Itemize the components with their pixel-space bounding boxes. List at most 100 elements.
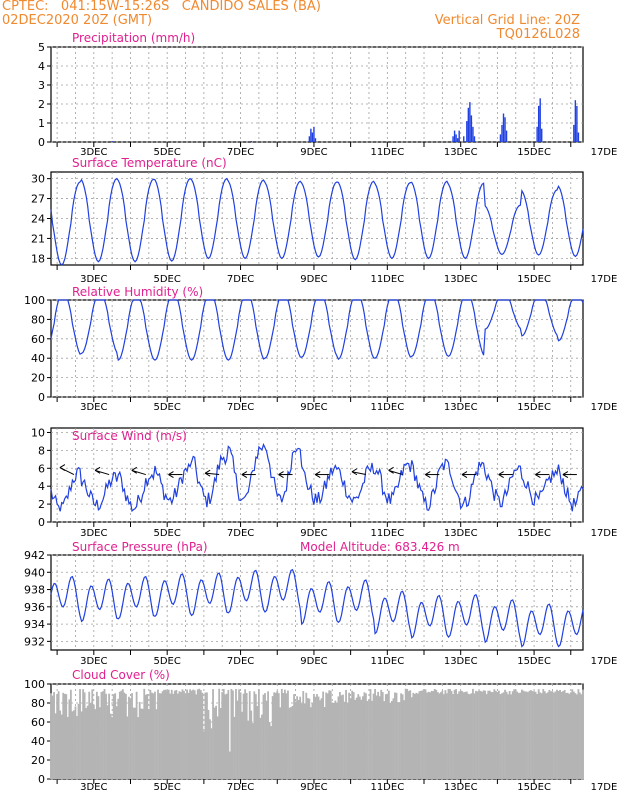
x-tick-label: 13DEC — [444, 782, 478, 793]
cloud-bar — [117, 698, 120, 779]
cloud-bar — [380, 689, 383, 779]
x-tick-label: 11DEC — [370, 782, 404, 793]
cloud-bar — [435, 689, 438, 779]
x-tick-label: 3DEC — [80, 782, 107, 793]
cloud-bar — [400, 693, 402, 779]
wind-arrow-shaft — [351, 471, 367, 476]
x-tick-label: 9DEC — [300, 528, 327, 539]
cloud-bar — [288, 707, 291, 779]
precip-bar — [453, 130, 456, 142]
series-line — [50, 442, 584, 513]
precip-bar — [466, 121, 468, 142]
cloud-bar — [239, 692, 242, 779]
cloud-bar — [375, 695, 378, 779]
precip-bar — [313, 126, 315, 142]
cloud-bar — [389, 702, 392, 779]
cloud-bar — [54, 713, 57, 779]
y-tick-label: 2 — [38, 98, 45, 111]
cloud-bar — [556, 689, 558, 779]
cloud-bar — [282, 692, 285, 779]
cloud-bar — [420, 690, 422, 779]
cloud-bar — [371, 700, 373, 779]
cloud-bar — [446, 693, 448, 779]
cloud-bar — [499, 694, 502, 779]
x-tick-label: 7DEC — [227, 147, 254, 158]
x-tick-label: 3DEC — [80, 656, 107, 667]
cloud-bar — [141, 708, 144, 779]
cloud-bar — [300, 703, 303, 779]
cloud-bar — [533, 691, 535, 779]
cloud-bar — [111, 717, 114, 779]
cloud-bar — [146, 694, 149, 779]
cloud-bar — [508, 691, 511, 779]
cloud-bar — [51, 695, 54, 779]
panel-title: Surface Wind (m/s) — [72, 429, 187, 443]
cloud-bar — [106, 705, 109, 779]
cloud-bar — [193, 690, 196, 779]
wind-arrow-head — [131, 466, 138, 474]
cloud-bar — [169, 693, 172, 779]
cloud-bar — [395, 692, 398, 779]
cloud-bar — [424, 689, 427, 779]
cloud-bar — [224, 694, 227, 779]
cloud-bar — [121, 689, 124, 779]
cloud-bar — [71, 711, 74, 779]
cloud-bar — [458, 691, 461, 779]
cloud-bar — [68, 699, 71, 779]
y-tick-label: 20 — [31, 754, 45, 767]
x-tick-label: 3DEC — [80, 147, 107, 158]
cloud-bar — [242, 693, 245, 779]
x-tick-label: 13DEC — [444, 402, 478, 413]
cloud-bar — [413, 693, 416, 779]
cloud-bar — [180, 692, 182, 779]
cloud-bar — [569, 692, 572, 779]
cloud-bar — [202, 731, 205, 779]
cloud-bar — [212, 689, 214, 779]
wind-arrow-head — [351, 468, 358, 476]
y-tick-label: 80 — [31, 313, 45, 326]
cloud-bar — [232, 690, 234, 779]
precip-bar — [541, 128, 543, 142]
cloud-bar — [306, 698, 309, 779]
cloud-bar — [546, 692, 549, 779]
cloud-bar — [358, 696, 361, 779]
cloud-bar — [77, 703, 80, 779]
cloud-bar — [118, 691, 121, 779]
y-tick-label: 24 — [31, 213, 45, 226]
cloud-bar — [294, 701, 297, 779]
cloud-bar — [66, 716, 69, 779]
cloud-bar — [472, 688, 474, 779]
x-tick-label: 3DEC — [80, 402, 107, 413]
cloud-bar — [60, 714, 63, 779]
cloud-bar — [53, 692, 55, 779]
cloud-bar — [83, 692, 86, 779]
header-model: TQ0126L028 — [496, 27, 580, 42]
y-tick-label: 60 — [31, 716, 45, 729]
cloud-bar — [345, 689, 347, 779]
cloud-bar — [271, 696, 274, 779]
cloud-bar — [530, 690, 532, 779]
x-tick-label: 3DEC — [80, 274, 107, 285]
cloud-bar — [270, 726, 273, 779]
cloud-bar — [92, 704, 95, 779]
cloud-bar — [100, 691, 103, 779]
cloud-bar — [135, 691, 138, 779]
cloud-bar — [198, 688, 201, 779]
cloud-bar — [577, 689, 580, 779]
cloud-bar — [290, 707, 292, 779]
cloud-bar — [475, 690, 477, 779]
precip-bar — [499, 134, 502, 142]
cloud-bar — [95, 691, 98, 779]
cloud-bar — [525, 691, 528, 779]
precip-bar — [574, 100, 577, 142]
cloud-bar — [582, 689, 584, 779]
cloud-bar — [65, 694, 68, 779]
cloud-bar — [262, 694, 265, 779]
y-tick-label: 27 — [31, 193, 45, 206]
cloud-bar — [340, 695, 343, 779]
cloud-bar — [572, 691, 575, 779]
cloud-bar — [522, 690, 525, 779]
cloud-bar — [467, 693, 470, 779]
cloud-bar — [369, 689, 372, 779]
